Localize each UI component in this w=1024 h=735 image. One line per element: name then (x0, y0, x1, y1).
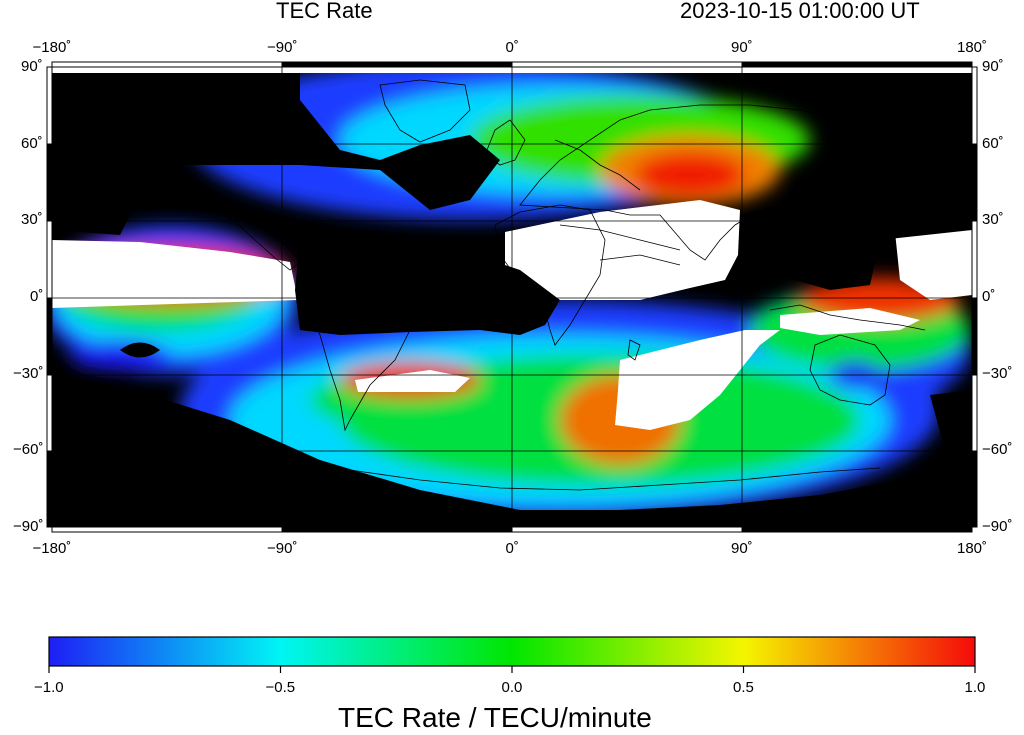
x-tick-label-bottom: 90˚ (731, 540, 753, 557)
y-tick-label-left: −30˚ (13, 364, 44, 382)
x-tick-label-bottom: 0˚ (505, 540, 519, 557)
y-tick-label-left: 90˚ (21, 58, 43, 75)
y-tick-label-left: 30˚ (21, 211, 43, 229)
y-tick-label-right: −60˚ (982, 441, 1013, 459)
y-tick-label-right: 30˚ (982, 211, 1004, 229)
colorbar-tick-label: −0.5 (265, 679, 296, 696)
tec-field (52, 67, 972, 527)
colorbar (48, 636, 976, 667)
y-tick-label-left: −60˚ (13, 441, 44, 459)
graticule (52, 67, 972, 527)
colorbar-tick-label: −1.0 (34, 679, 64, 696)
y-tick-label-left: 0˚ (30, 288, 44, 305)
y-tick-label-left: 60˚ (21, 134, 43, 152)
coastlines (203, 79, 936, 491)
x-tick-label-top: −180˚ (32, 39, 72, 56)
map-frame (46, 61, 978, 533)
y-tick-label-right: −30˚ (982, 364, 1013, 382)
x-tick-label-top: 0˚ (505, 39, 519, 56)
x-tick-label-bottom: 180˚ (957, 540, 988, 557)
colorbar-tick-marks (48, 666, 976, 673)
colorbar-tick-label: 0.0 (501, 679, 523, 696)
timestamp: 2023-10-15 01:00:00 UT (680, 0, 920, 23)
x-tick-label-top: 90˚ (731, 39, 753, 56)
y-tick-label-left: −90˚ (13, 518, 44, 535)
colorbar-label: TEC Rate / TECU/minute (338, 702, 652, 733)
map-title: TEC Rate (276, 0, 373, 23)
y-tick-label-right: 90˚ (982, 58, 1004, 75)
y-tick-label-right: 0˚ (982, 288, 996, 305)
y-tick-label-right: −90˚ (982, 518, 1013, 535)
x-tick-label-bottom: −90˚ (267, 540, 298, 557)
colorbar-tick-label: 1.0 (964, 679, 986, 696)
x-tick-label-top: 180˚ (957, 39, 988, 56)
x-tick-label-bottom: −180˚ (32, 540, 72, 557)
y-tick-label-right: 60˚ (982, 134, 1004, 152)
x-tick-label-top: −90˚ (267, 39, 298, 56)
colorbar-tick-label: 0.5 (733, 679, 754, 696)
